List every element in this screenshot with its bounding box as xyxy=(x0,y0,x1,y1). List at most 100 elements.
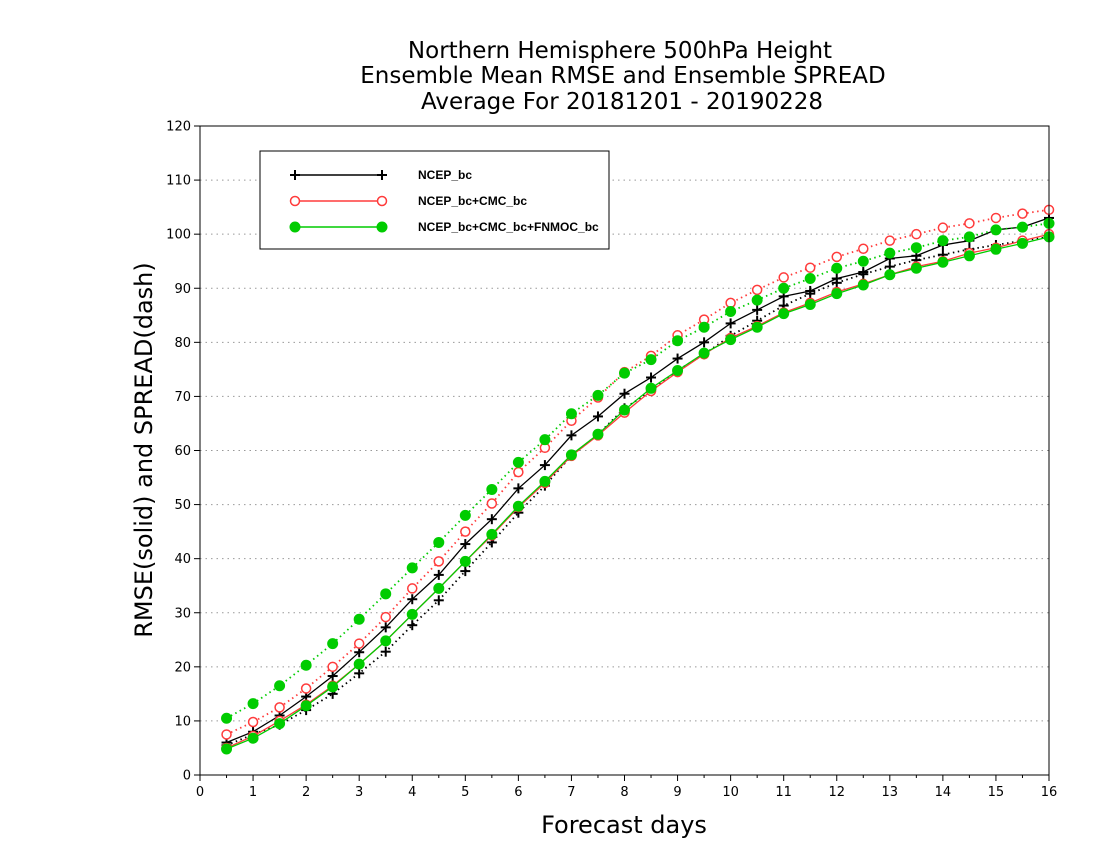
series-3-rmse-point xyxy=(990,243,1002,255)
series-2-spread-point xyxy=(247,716,259,728)
series-3-rmse-line xyxy=(226,236,1050,750)
y-tick-label-20: 20 xyxy=(174,660,191,675)
title-line-3: Average For 20181201 - 20190228 xyxy=(421,89,823,115)
series-2-spread-point xyxy=(407,583,418,594)
series-3-spread-point xyxy=(725,306,737,318)
series-3-spread-point xyxy=(565,408,577,420)
series-1-rmse-point xyxy=(699,337,710,348)
y-axis: 0 10 20 30 40 50 60 70 80 90 100 110 120 xyxy=(166,120,200,784)
y-tick-label-50: 50 xyxy=(174,498,191,513)
series-3-spread-point xyxy=(751,294,763,306)
series-3-spread-point xyxy=(353,613,365,625)
series-2-spread-point xyxy=(353,638,365,649)
title-line-2: Ensemble Mean RMSE and Ensemble SPREAD xyxy=(360,63,885,89)
series-1-rmse-point xyxy=(831,273,842,284)
series-1-rmse-point xyxy=(407,594,418,605)
series-3-spread-point xyxy=(698,321,710,333)
series-3-spread-point xyxy=(539,434,551,446)
series-1-spread-point xyxy=(380,646,391,657)
series-1-rmse-point xyxy=(592,411,603,422)
series-3-spread-point xyxy=(247,698,259,710)
series-3-rmse-point xyxy=(1016,237,1028,249)
series-2-rmse-line xyxy=(226,233,1050,749)
legend-marker-start xyxy=(289,221,301,233)
x-tick-label-16: 16 xyxy=(1041,785,1058,800)
series-2-spread-point xyxy=(778,272,789,283)
x-tick-label-14: 14 xyxy=(935,785,952,800)
legend-entry-3: NCEP_bc+CMC_bc+FNMOC_bc xyxy=(289,220,599,234)
series-2-spread-point xyxy=(327,661,338,673)
series-1-spread-point xyxy=(460,566,471,577)
legend-label: NCEP_bc+CMC_bc+FNMOC_bc xyxy=(418,220,599,234)
title-line-1: Northern Hemisphere 500hPa Height xyxy=(408,38,832,64)
legend-marker-end xyxy=(377,170,387,180)
series-3-rmse-point xyxy=(619,404,630,416)
series-1-rmse-line xyxy=(226,217,1050,744)
series-3-rmse-point xyxy=(831,288,843,300)
series-3-spread-point xyxy=(274,680,286,692)
series-2-spread-point xyxy=(990,212,1002,224)
series-3-spread-point xyxy=(672,335,684,347)
series-3-spread-point xyxy=(831,262,843,274)
series-3-spread-point xyxy=(486,483,498,495)
x-tick-label-15: 15 xyxy=(988,785,1005,800)
series-2-spread-point xyxy=(884,235,896,246)
series-1-rmse-point xyxy=(672,353,683,364)
series-3-rmse-point xyxy=(327,681,339,693)
series-1-spread-point xyxy=(407,620,418,631)
series-1-rmse-point xyxy=(566,430,577,441)
series-2-spread-point xyxy=(858,243,869,255)
series-3-spread-point xyxy=(592,389,604,401)
x-tick-label-2: 2 xyxy=(302,785,310,800)
x-tick-label-10: 10 xyxy=(722,785,739,800)
y-tick-label-90: 90 xyxy=(174,282,191,297)
legend-entry-2: NCEP_bc+CMC_bc xyxy=(289,194,527,208)
legend: NCEP_bc NCEP_bc+CMC_bc NCEP_bc+CMC_bc+FNMO… xyxy=(259,150,610,250)
series-3-spread-point xyxy=(804,273,816,285)
series-3-rmse-point xyxy=(857,279,869,291)
legend-box xyxy=(259,150,610,250)
series-3-rmse-point xyxy=(406,608,418,620)
x-tick-label-6: 6 xyxy=(514,785,522,800)
x-axis-label: Forecast days xyxy=(541,811,707,839)
chart-title: Northern Hemisphere 500hPa Height Ensemb… xyxy=(360,38,885,115)
series-2-spread-point xyxy=(380,611,391,623)
series-3-rmse-point xyxy=(672,364,684,376)
series-1-rmse-point xyxy=(858,267,869,278)
series-1-rmse-point xyxy=(539,460,550,471)
y-tick-label-30: 30 xyxy=(174,606,191,621)
series-3-spread-point xyxy=(645,354,657,366)
series-3-rmse-point xyxy=(937,256,949,268)
series-3-spread-point xyxy=(406,562,418,574)
series-3-rmse-point xyxy=(565,449,577,461)
x-tick-label-11: 11 xyxy=(775,785,792,800)
series-2-spread-point xyxy=(300,683,312,694)
y-tick-label-0: 0 xyxy=(183,769,191,784)
series-3-spread-point xyxy=(937,235,949,247)
series-1-spread-point xyxy=(354,668,365,679)
series-3-spread-point xyxy=(459,509,471,521)
series-2-spread-point xyxy=(433,556,445,567)
series-1-rmse-point xyxy=(646,372,657,383)
series-3-rmse-point xyxy=(221,743,233,755)
series-1-rmse-point xyxy=(513,483,524,494)
series-1 xyxy=(221,212,1054,751)
series-3-spread-point xyxy=(884,247,896,259)
series-3-rmse-point xyxy=(778,308,790,320)
series-layer xyxy=(221,204,1055,755)
series-3-rmse-point xyxy=(274,718,286,730)
series-3-spread-line xyxy=(226,222,1050,719)
x-tick-label-7: 7 xyxy=(567,785,575,800)
y-tick-label-60: 60 xyxy=(174,444,191,459)
series-2-spread-point xyxy=(725,297,736,309)
series-3-rmse-point xyxy=(459,555,471,567)
x-tick-label-9: 9 xyxy=(673,785,681,800)
series-3-rmse-point xyxy=(486,528,498,540)
series-1-rmse-point xyxy=(619,388,630,399)
series-2-spread-point xyxy=(964,218,975,229)
y-axis-label: RMSE(solid) and SPREAD(dash) xyxy=(130,262,158,638)
series-3-rmse-point xyxy=(963,250,975,262)
series-1-rmse-point xyxy=(380,622,391,633)
